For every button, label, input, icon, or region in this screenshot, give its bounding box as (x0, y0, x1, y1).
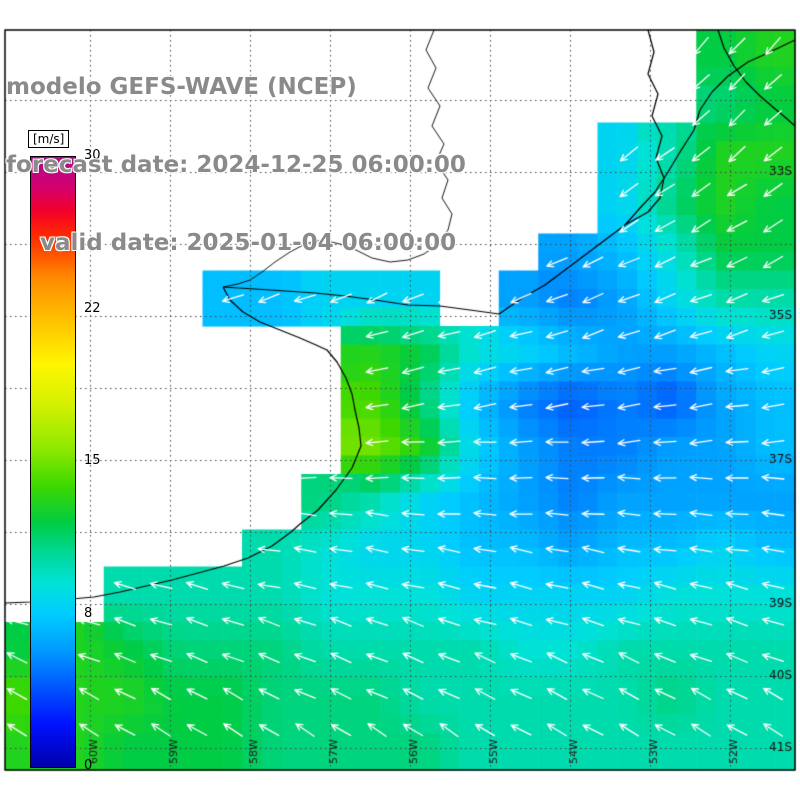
forecast-date-line: forecast date: 2024-12-25 06:00:00 (6, 152, 466, 178)
colorbar-tick-label: 0 (84, 758, 93, 773)
valid-date-line: valid date: 2025-01-04 06:00:00 (40, 230, 457, 256)
colorbar: [m/s] 30 22 15 8 0 (28, 130, 148, 780)
colorbar-tick-label: 15 (84, 453, 101, 468)
map-header: modelo GEFS-WAVE (NCEP) forecast date: 2… (6, 22, 466, 308)
colorbar-unit-label: [m/s] (28, 130, 70, 148)
colorbar-gradient (30, 156, 76, 768)
colorbar-tick-label: 30 (84, 148, 101, 163)
model-title: modelo GEFS-WAVE (NCEP) (6, 74, 357, 100)
colorbar-tick-label: 8 (84, 605, 93, 621)
colorbar-tick-label: 22 (84, 300, 101, 316)
